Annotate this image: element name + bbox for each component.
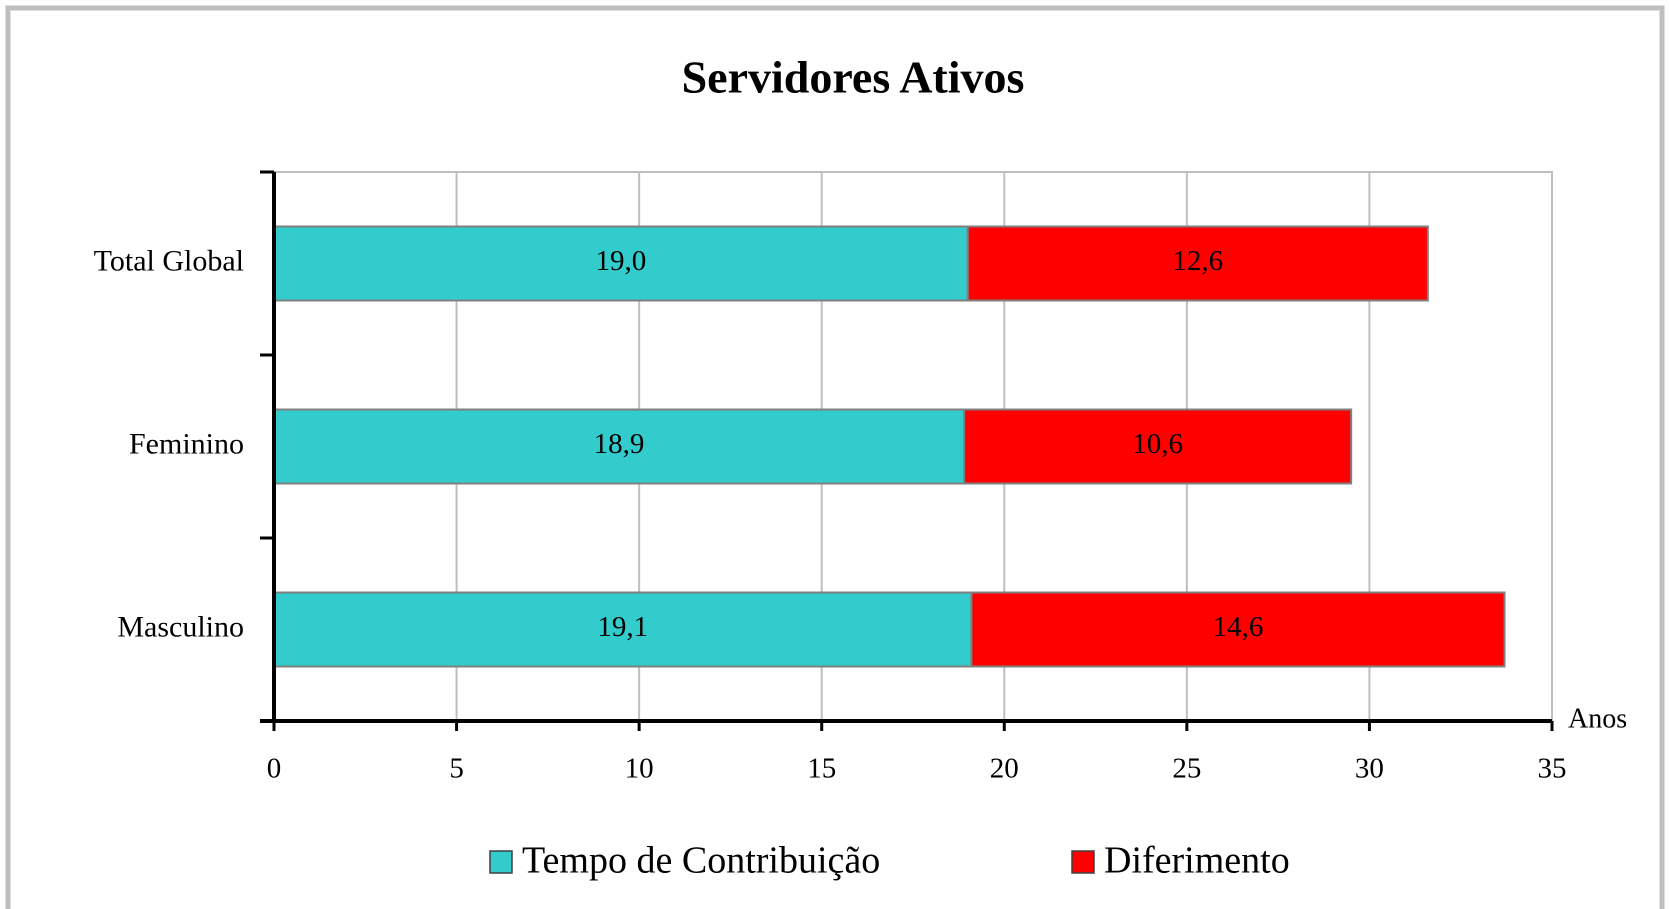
bar-segment [273, 591, 973, 668]
y-tick-label: Masculino [117, 610, 244, 643]
value-label: 18,9 [594, 428, 645, 460]
value-label: 19,0 [596, 245, 647, 277]
x-tick-label: 20 [990, 753, 1019, 785]
x-tick-label: 35 [1538, 753, 1567, 785]
x-tick-label: 25 [1172, 753, 1201, 785]
bar-segment [963, 408, 1353, 485]
x-tick-label: 10 [625, 753, 654, 785]
x-tick-label: 30 [1355, 753, 1384, 785]
legend-label: Tempo de Contribuição [522, 840, 880, 882]
y-tick-label: Feminino [129, 427, 244, 460]
value-label: 10,6 [1132, 428, 1183, 460]
x-axis-label: Anos [1568, 703, 1627, 734]
value-label: 19,1 [597, 611, 648, 643]
x-tick-label: 5 [449, 753, 464, 785]
legend-swatch [489, 850, 513, 874]
legend-label: Diferimento [1104, 840, 1290, 882]
bar-segment [966, 225, 1429, 302]
chart-title: Servidores Ativos [682, 52, 1025, 103]
legend-swatch [1071, 850, 1095, 874]
value-label: 12,6 [1172, 245, 1223, 277]
y-tick-label: Total Global [94, 244, 244, 277]
x-tick-label: 0 [267, 753, 282, 785]
x-tick-label: 15 [807, 753, 836, 785]
value-label: 14,6 [1213, 611, 1264, 643]
bar-segment [970, 591, 1506, 668]
bar-segment [273, 408, 966, 485]
